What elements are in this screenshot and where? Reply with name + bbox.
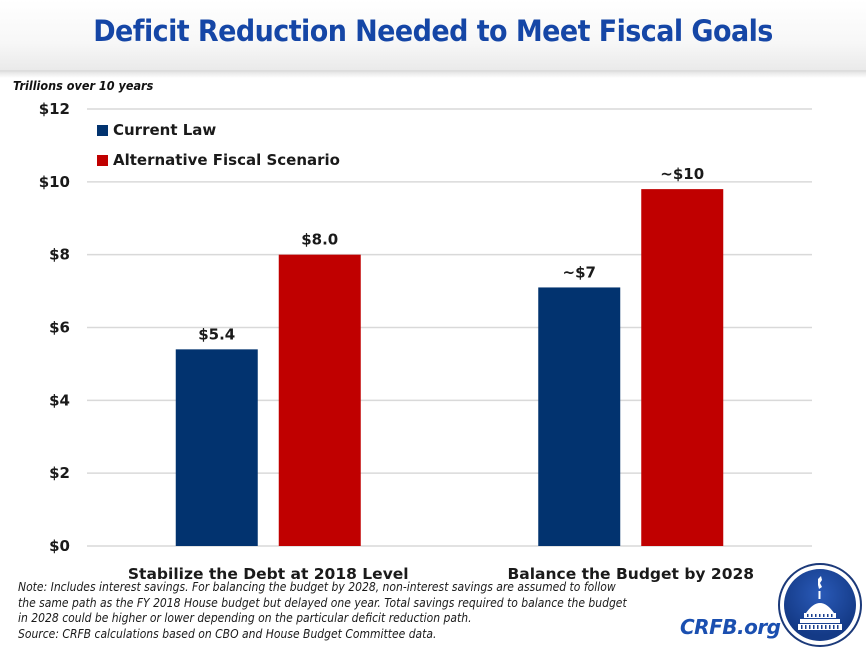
data-label: $5.4 <box>198 325 235 343</box>
note-line: in 2028 could be higher or lower dependi… <box>18 611 472 625</box>
bars <box>175 189 724 546</box>
header-shadow <box>0 70 866 78</box>
header-banner <box>0 0 866 72</box>
footnote: Note: Includes interest savings. For bal… <box>18 580 684 642</box>
data-labels: $5.4 $8.0 ~$7 ~$10 <box>198 165 704 343</box>
y-axis-ticks: $0 $2 $4 $6 $8 $10 $12 <box>39 100 70 555</box>
data-label: ~$10 <box>660 165 704 183</box>
legend-label: Current Law <box>113 121 217 139</box>
y-axis-unit-label: Trillions over 10 years <box>13 78 154 93</box>
y-tick-label: $0 <box>49 537 70 555</box>
category-labels: Stabilize the Debt at 2018 Level Balance … <box>128 565 754 583</box>
note-line: Note: Includes interest savings. For bal… <box>18 580 616 594</box>
bar <box>538 287 621 546</box>
category-label: Balance the Budget by 2028 <box>507 565 754 583</box>
crfb-logo <box>778 563 862 647</box>
bar <box>278 254 361 546</box>
y-tick-label: $8 <box>49 246 70 264</box>
y-tick-label: $10 <box>39 173 70 191</box>
bar <box>175 349 258 546</box>
chart-title: Deficit Reduction Needed to Meet Fiscal … <box>93 14 773 48</box>
capitol-dome-icon <box>784 569 856 641</box>
y-tick-label: $12 <box>39 100 70 118</box>
legend-item-alternative-fiscal-scenario: Alternative Fiscal Scenario <box>97 151 340 169</box>
bar <box>641 189 724 546</box>
category-label: Stabilize the Debt at 2018 Level <box>128 565 409 583</box>
data-label: $8.0 <box>301 231 338 249</box>
y-tick-label: $6 <box>49 319 70 337</box>
data-label: ~$7 <box>563 263 596 281</box>
crfb-link[interactable]: CRFB.org <box>680 615 781 639</box>
legend-item-current-law: Current Law <box>97 121 216 139</box>
y-tick-label: $4 <box>49 391 70 409</box>
legend-swatch-current-law <box>97 124 108 136</box>
note-line: the same path as the FY 2018 House budge… <box>18 595 627 610</box>
legend-swatch-alternative-fiscal-scenario <box>97 154 108 166</box>
legend-label: Alternative Fiscal Scenario <box>113 151 340 169</box>
source-line: Source: CRFB calculations based on CBO a… <box>18 626 437 641</box>
y-tick-label: $2 <box>49 464 70 482</box>
